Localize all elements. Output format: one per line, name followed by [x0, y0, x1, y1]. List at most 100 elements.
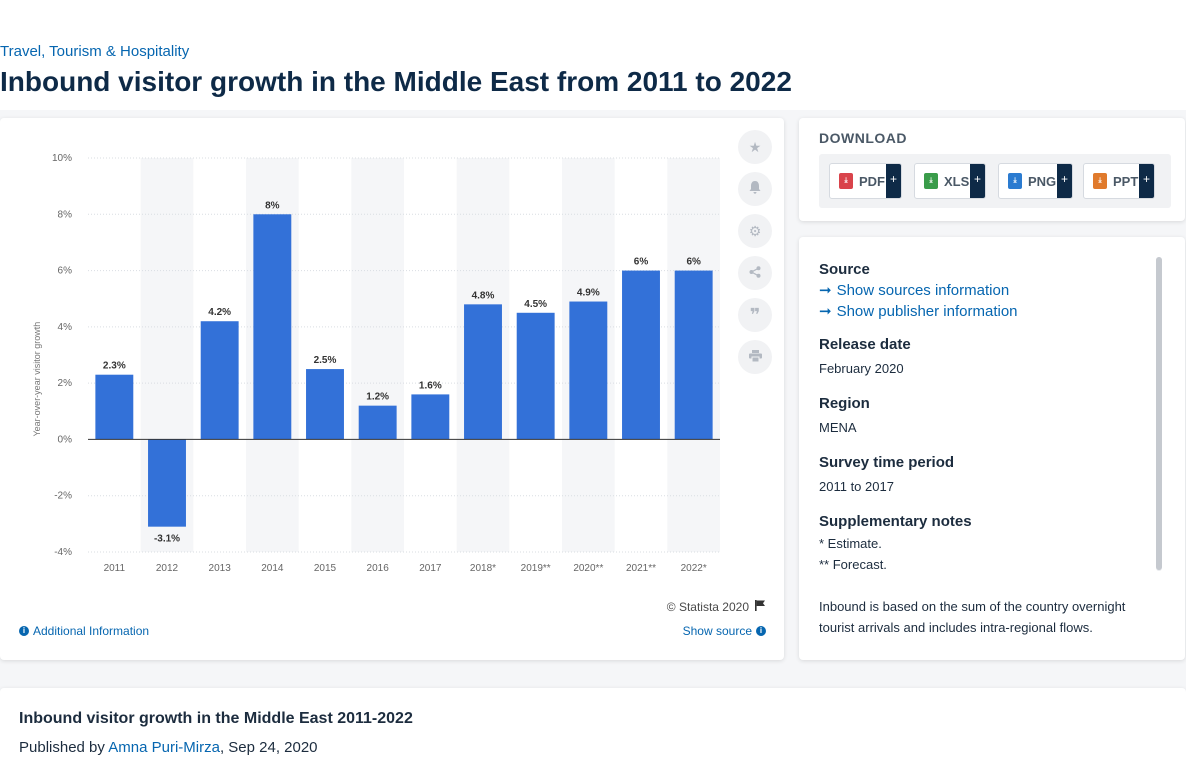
- breadcrumb[interactable]: Travel, Tourism & Hospitality: [0, 43, 190, 60]
- star-icon: ★: [748, 138, 762, 155]
- cite-button[interactable]: ❞: [738, 298, 772, 332]
- chart-card: -4% -2% 0% 2% 4% 6% 8% 10% 2.3% 2011 -3.1% 2012 4.2%…: [0, 118, 784, 660]
- info-icon: i: [19, 626, 29, 636]
- x-tick-label: 2018*: [470, 563, 496, 574]
- bar-2012: [148, 439, 186, 527]
- data-label: 2.5%: [314, 355, 337, 366]
- bar-2018*: [464, 304, 502, 440]
- y-tick-label: -2%: [54, 491, 72, 502]
- details-scrollbar[interactable]: [1156, 257, 1162, 571]
- xls-icon: ⤓: [924, 173, 938, 189]
- download-row: ⤓ PDF + ⤓ XLS + ⤓ PNG + ⤓ PPT +: [819, 154, 1171, 208]
- bar-2015: [306, 369, 344, 440]
- y-tick-label: -4%: [54, 547, 72, 558]
- pdf-icon: ⤓: [839, 173, 853, 189]
- survey-period-section: Survey time period 2011 to 2017: [819, 454, 1149, 497]
- show-sources-link[interactable]: ➞ Show sources information: [819, 281, 1149, 300]
- x-tick-label: 2020**: [573, 563, 603, 574]
- arrow-right-icon: ➞: [819, 282, 832, 299]
- column-band: [351, 158, 404, 552]
- release-date-section: Release date February 2020: [819, 336, 1149, 379]
- data-label: -3.1%: [154, 534, 180, 545]
- bar-2020**: [569, 301, 608, 440]
- data-label: 2.3%: [103, 361, 126, 372]
- data-label: 4.2%: [208, 307, 231, 318]
- release-date-value: February 2020: [819, 361, 904, 376]
- download-ppt-button[interactable]: ⤓ PPT +: [1083, 163, 1155, 199]
- y-tick-label: 2%: [58, 378, 73, 389]
- plus-icon[interactable]: +: [1139, 164, 1154, 198]
- y-tick-label: 4%: [58, 322, 73, 333]
- plus-icon[interactable]: +: [886, 164, 901, 198]
- data-label: 4.9%: [577, 288, 600, 299]
- gear-icon: ⚙: [748, 222, 762, 239]
- header-band: [0, 0, 1186, 110]
- data-label: 4.5%: [524, 299, 547, 310]
- share-button[interactable]: [738, 256, 772, 290]
- plus-icon[interactable]: +: [970, 164, 985, 198]
- x-tick-label: 2015: [314, 563, 337, 574]
- print-icon: [748, 349, 762, 365]
- publication-date: , Sep 24, 2020: [219, 739, 318, 756]
- x-tick-label: 2017: [419, 563, 442, 574]
- show-source-label: Show source: [682, 624, 752, 638]
- download-ppt-label: PPT: [1113, 173, 1139, 189]
- bar-2011: [95, 374, 134, 440]
- show-sources-label: Show sources information: [836, 281, 1010, 299]
- settings-button[interactable]: ⚙: [738, 214, 772, 248]
- data-label: 6%: [686, 257, 701, 268]
- publication-byline: Published by Amna Puri-Mirza, Sep 24, 20…: [19, 739, 318, 756]
- bar-2021**: [622, 270, 660, 440]
- print-button[interactable]: [738, 340, 772, 374]
- additional-info-link[interactable]: i Additional Information: [19, 624, 149, 638]
- download-pdf-button[interactable]: ⤓ PDF +: [829, 163, 902, 199]
- region-heading: Region: [819, 395, 870, 412]
- data-label: 4.8%: [472, 290, 495, 301]
- bar-2016: [358, 405, 397, 440]
- statistic-details: Source ➞ Show sources information ➞ Show…: [819, 261, 1149, 638]
- show-source-link[interactable]: Show source i: [683, 624, 766, 638]
- additional-info-label: Additional Information: [33, 624, 150, 638]
- favorite-button[interactable]: ★: [738, 130, 772, 164]
- flag-icon[interactable]: [755, 600, 766, 614]
- notification-button[interactable]: [738, 172, 772, 206]
- bar-2022*: [674, 270, 713, 440]
- release-date-heading: Release date: [819, 336, 911, 353]
- notes-heading: Supplementary notes: [819, 513, 972, 530]
- bell-icon: [749, 181, 761, 197]
- notes-paragraph: Inbound is based on the sum of the count…: [819, 599, 1126, 635]
- download-xls-label: XLS: [944, 173, 970, 189]
- survey-period-heading: Survey time period: [819, 454, 955, 471]
- publication-title: Inbound visitor growth in the Middle Eas…: [19, 710, 413, 727]
- show-publisher-link[interactable]: ➞ Show publisher information: [819, 302, 1149, 321]
- bar-2013: [200, 321, 239, 440]
- ppt-icon: ⤓: [1093, 173, 1107, 189]
- download-card: DOWNLOAD ⤓ PDF + ⤓ XLS + ⤓ PNG + ⤓ PPT +: [799, 118, 1185, 221]
- y-tick-label: 10%: [52, 153, 72, 164]
- arrow-right-icon: ➞: [819, 303, 832, 320]
- scrollbar-thumb[interactable]: [1156, 257, 1162, 570]
- y-axis-title: Year-over-year visitor growth: [32, 322, 42, 437]
- download-xls-button[interactable]: ⤓ XLS +: [914, 163, 986, 199]
- download-pdf-label: PDF: [859, 173, 885, 189]
- author-link[interactable]: Amna Puri-Mirza: [108, 739, 220, 756]
- copyright-text: © Statista 2020: [666, 600, 749, 614]
- statistic-details-card: Source ➞ Show sources information ➞ Show…: [799, 237, 1185, 660]
- notes-forecast: ** Forecast.: [819, 557, 887, 572]
- x-tick-label: 2016: [367, 563, 390, 574]
- y-tick-label: 8%: [58, 209, 73, 220]
- download-png-button[interactable]: ⤓ PNG +: [998, 163, 1073, 199]
- notes-estimate: * Estimate.: [819, 536, 882, 551]
- x-tick-label: 2022*: [681, 563, 707, 574]
- y-tick-label: 6%: [58, 266, 73, 277]
- data-label: 1.6%: [419, 380, 442, 391]
- bar-2019**: [516, 312, 555, 440]
- data-label: 1.2%: [366, 392, 389, 403]
- data-label: 6%: [634, 257, 649, 268]
- x-tick-label: 2021**: [626, 563, 656, 574]
- notes-section: Supplementary notes * Estimate. ** Forec…: [819, 513, 1149, 638]
- region-value: MENA: [819, 420, 857, 435]
- published-by-label: Published by: [19, 739, 105, 756]
- plus-icon[interactable]: +: [1057, 164, 1072, 198]
- download-title: DOWNLOAD: [819, 130, 907, 146]
